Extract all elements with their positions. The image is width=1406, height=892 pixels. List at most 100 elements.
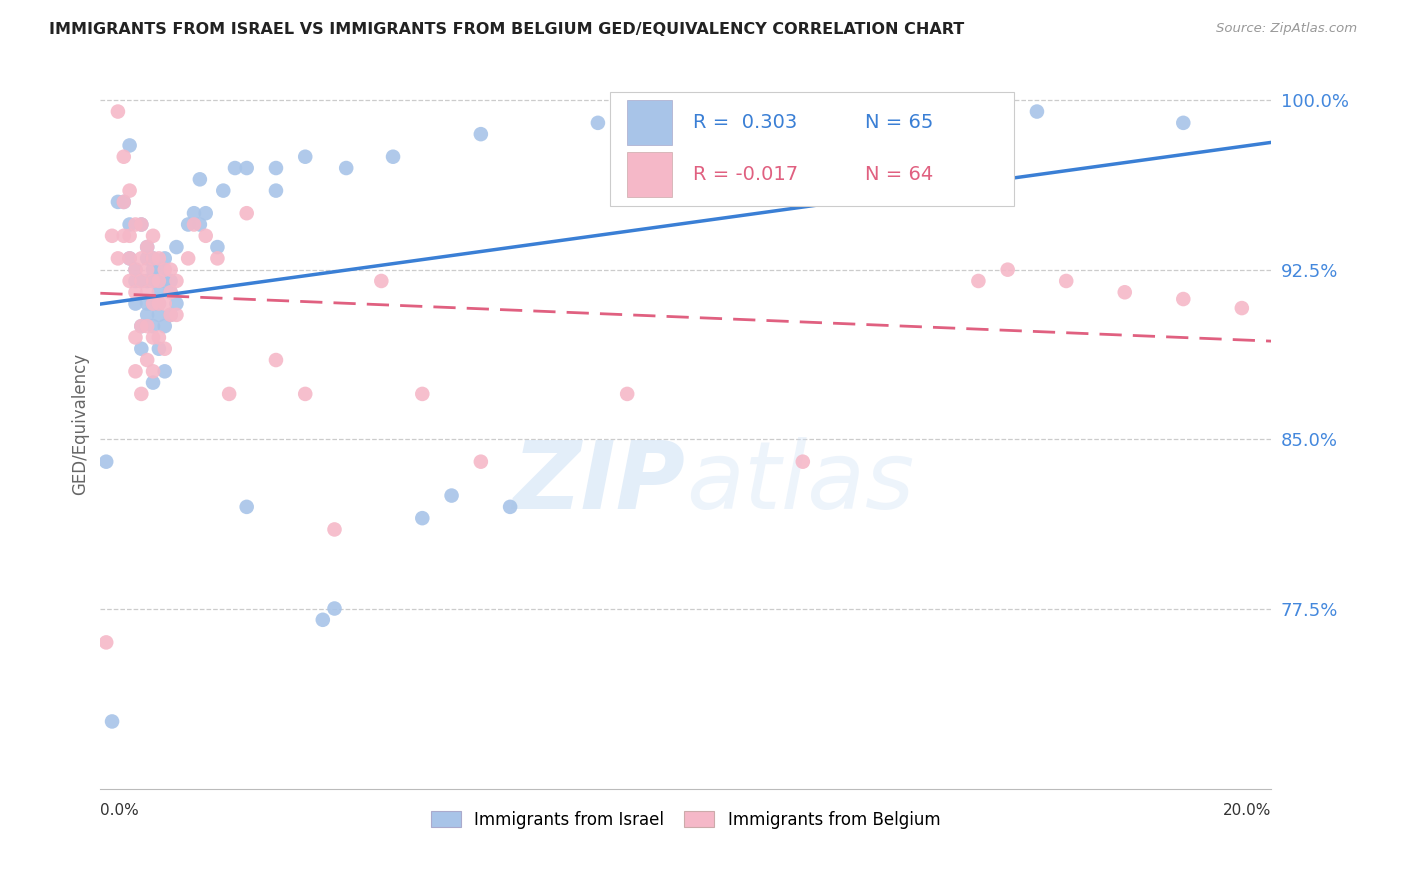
Point <box>159 285 181 300</box>
FancyBboxPatch shape <box>627 100 672 145</box>
Point <box>153 252 176 266</box>
Point <box>411 511 433 525</box>
Point <box>323 523 346 537</box>
Point <box>1173 116 1195 130</box>
Point <box>148 342 170 356</box>
FancyBboxPatch shape <box>610 93 1014 205</box>
Point <box>235 161 257 175</box>
Point <box>142 330 165 344</box>
Point <box>470 455 492 469</box>
Point <box>124 330 146 344</box>
Point <box>142 274 165 288</box>
Point <box>212 184 235 198</box>
Point <box>1230 301 1253 315</box>
Point <box>165 308 187 322</box>
Point <box>131 218 153 232</box>
Point <box>224 161 246 175</box>
Text: Source: ZipAtlas.com: Source: ZipAtlas.com <box>1216 22 1357 36</box>
Point <box>107 104 129 119</box>
Text: N = 65: N = 65 <box>865 113 934 132</box>
Point <box>96 635 118 649</box>
Point <box>207 240 229 254</box>
Point <box>159 308 181 322</box>
Point <box>148 330 170 344</box>
Point <box>136 252 159 266</box>
Point <box>118 218 141 232</box>
Point <box>148 296 170 310</box>
Point <box>264 353 287 368</box>
Point <box>165 274 187 288</box>
Point <box>142 296 165 310</box>
Point <box>207 252 229 266</box>
Point <box>124 285 146 300</box>
Point <box>312 613 335 627</box>
Point <box>131 387 153 401</box>
Point <box>136 240 159 254</box>
Text: atlas: atlas <box>686 437 914 528</box>
Text: IMMIGRANTS FROM ISRAEL VS IMMIGRANTS FROM BELGIUM GED/EQUIVALENCY CORRELATION CH: IMMIGRANTS FROM ISRAEL VS IMMIGRANTS FRO… <box>49 22 965 37</box>
Point <box>194 206 217 220</box>
Point <box>1026 104 1049 119</box>
Point <box>148 262 170 277</box>
Point <box>107 194 129 209</box>
Point <box>177 252 200 266</box>
Point <box>124 218 146 232</box>
Point <box>124 262 146 277</box>
Point <box>112 194 135 209</box>
Legend: Immigrants from Israel, Immigrants from Belgium: Immigrants from Israel, Immigrants from … <box>425 805 948 836</box>
Point <box>411 387 433 401</box>
Point <box>148 296 170 310</box>
Point <box>165 240 187 254</box>
Point <box>136 262 159 277</box>
Point <box>159 308 181 322</box>
Point <box>142 376 165 390</box>
Point <box>586 116 609 130</box>
Text: 0.0%: 0.0% <box>100 803 139 818</box>
Point <box>142 296 165 310</box>
Point <box>616 116 638 130</box>
Point <box>136 285 159 300</box>
Point <box>264 184 287 198</box>
Point <box>118 252 141 266</box>
Point <box>235 206 257 220</box>
Point <box>218 387 240 401</box>
Point <box>142 252 165 266</box>
Point <box>153 296 176 310</box>
Point <box>153 262 176 277</box>
Text: R = -0.017: R = -0.017 <box>693 165 797 184</box>
Text: R =  0.303: R = 0.303 <box>693 113 797 132</box>
Point <box>136 296 159 310</box>
Point <box>183 206 205 220</box>
Point <box>142 274 165 288</box>
Point <box>131 252 153 266</box>
Point <box>153 274 176 288</box>
Point <box>118 228 141 243</box>
Text: ZIP: ZIP <box>513 437 686 529</box>
Point <box>118 274 141 288</box>
FancyBboxPatch shape <box>627 152 672 197</box>
Point <box>1173 292 1195 306</box>
Point <box>148 308 170 322</box>
Point <box>112 194 135 209</box>
Point <box>142 319 165 334</box>
Point <box>792 455 814 469</box>
Point <box>194 228 217 243</box>
Point <box>188 172 211 186</box>
Point <box>264 161 287 175</box>
Point <box>616 387 638 401</box>
Point <box>183 218 205 232</box>
Point <box>148 285 170 300</box>
Point <box>153 342 176 356</box>
Point <box>967 274 990 288</box>
Point <box>1054 274 1077 288</box>
Point <box>470 127 492 141</box>
Point <box>136 353 159 368</box>
Point <box>148 252 170 266</box>
Point <box>188 218 211 232</box>
Point <box>124 274 146 288</box>
Point <box>142 262 165 277</box>
Point <box>294 150 316 164</box>
Point <box>131 319 153 334</box>
Point <box>96 455 118 469</box>
Point <box>142 252 165 266</box>
